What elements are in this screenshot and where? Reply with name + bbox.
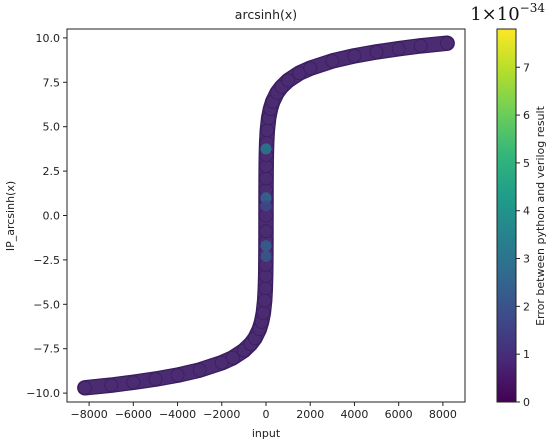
x-tick-label: −8000: [71, 408, 108, 421]
colorbar-tick-label: 4: [523, 205, 530, 218]
y-tick-label: −2.5: [33, 254, 60, 267]
data-point: [148, 372, 163, 386]
colorbar-tick-label: 1: [523, 348, 530, 361]
colorbar-tick-label: 0: [523, 396, 530, 409]
chart-title: arcsinh(x): [235, 7, 297, 22]
data-point: [369, 45, 384, 59]
x-tick-label: −6000: [115, 408, 152, 421]
x-tick-label: −4000: [159, 408, 196, 421]
x-tick-label: 8000: [429, 408, 457, 421]
error-point: [260, 192, 272, 204]
data-point: [77, 380, 92, 395]
data-point: [391, 41, 406, 56]
colorbar-multiplier: 1×10−34: [470, 1, 545, 25]
colorbar: [496, 28, 517, 403]
data-point: [104, 378, 119, 393]
error-point: [260, 143, 272, 155]
data-point: [257, 293, 272, 308]
y-tick-label: 5.0: [43, 121, 61, 134]
data-layer: [77, 35, 455, 396]
data-point: [225, 350, 240, 365]
data-point: [126, 375, 141, 390]
data-point: [258, 281, 273, 296]
error-point: [260, 200, 272, 212]
colorbar-tick-label: 7: [523, 61, 530, 74]
colorbar-tick-label: 2: [523, 300, 530, 313]
data-point: [303, 61, 318, 76]
x-tick-label: 4000: [340, 408, 368, 421]
colorbar-tick-label: 5: [523, 157, 530, 170]
y-tick-label: 7.5: [43, 76, 61, 89]
data-point: [192, 363, 207, 377]
data-point: [347, 48, 362, 63]
y-axis-ticks: 10.0 7.5 5.0 2.5 0.0 −2.5 −5.0 −7.5 −10.0: [26, 32, 67, 400]
data-point: [256, 305, 271, 320]
y-tick-label: −5.0: [33, 298, 60, 311]
data-point: [440, 36, 455, 51]
colorbar-label: Error between python and verilog result: [534, 105, 547, 325]
colorbar-tick-label: 6: [523, 109, 530, 122]
x-tick-label: 6000: [385, 408, 413, 421]
y-tick-label: 0.0: [43, 210, 61, 223]
colorbar-tick-label: 3: [523, 253, 530, 266]
x-tick-label: −2000: [203, 408, 240, 421]
colorbar-ticks: 0 1 2 3 4 5 6 7: [516, 61, 530, 409]
error-point: [260, 250, 272, 262]
y-tick-label: 10.0: [36, 32, 61, 45]
data-point: [325, 54, 340, 68]
y-tick-label: −7.5: [33, 343, 60, 356]
error-point: [260, 240, 272, 252]
data-point: [260, 123, 275, 138]
y-tick-label: −10.0: [26, 387, 60, 400]
y-axis-label: IP_arcsinh(x): [4, 181, 17, 251]
data-point: [259, 171, 273, 186]
x-axis-label: input: [252, 427, 281, 440]
x-tick-label: 2000: [296, 408, 324, 421]
data-point: [413, 38, 428, 53]
x-axis-ticks: −8000 −6000 −4000 −2000 0 2000 4000 6000 8000: [71, 402, 457, 421]
data-point: [259, 224, 273, 239]
y-tick-label: 2.5: [43, 165, 61, 178]
data-point: [281, 73, 296, 88]
x-tick-label: 0: [263, 408, 270, 421]
data-point: [170, 368, 185, 383]
